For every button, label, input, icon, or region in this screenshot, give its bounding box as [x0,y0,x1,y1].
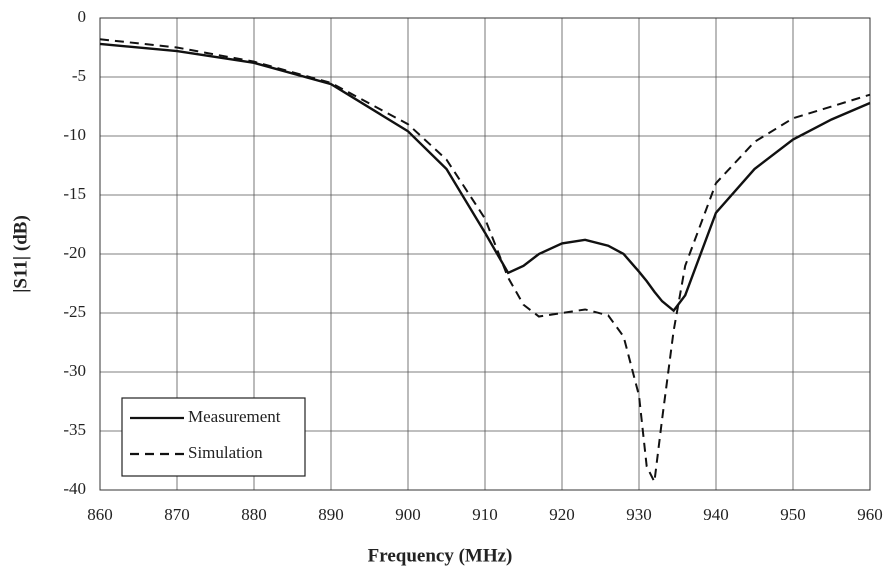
x-tick-label: 910 [472,505,498,524]
y-tick-label: -5 [72,66,86,85]
x-axis-title: Frequency (MHz) [368,545,513,566]
y-tick-label: -35 [63,420,86,439]
x-tick-label: 930 [626,505,652,524]
x-tick-label: 960 [857,505,883,524]
y-tick-label: -40 [63,479,86,498]
x-tick-label: 880 [241,505,267,524]
x-tick-label: 940 [703,505,729,524]
plot-frame [99,17,871,491]
series-line [99,42,871,313]
x-tick-label: 860 [87,505,113,524]
legend-label: Measurement [188,407,281,426]
y-tick-label: 0 [78,7,87,26]
y-tick-label: -30 [63,361,86,380]
y-tick-label: -15 [63,184,86,203]
x-tick-label: 950 [780,505,806,524]
x-tick-label: 920 [549,505,575,524]
y-tick-label: -20 [63,243,86,262]
x-tick-label: 890 [318,505,344,524]
x-tick-label: 870 [164,505,190,524]
y-tick-label: -25 [63,302,86,321]
y-axis-title: |S11| (dB) [10,215,31,293]
legend-label: Simulation [188,443,263,462]
legend-box [121,397,306,477]
y-tick-label: -10 [63,125,86,144]
x-tick-label: 900 [395,505,421,524]
series-line [99,38,871,486]
